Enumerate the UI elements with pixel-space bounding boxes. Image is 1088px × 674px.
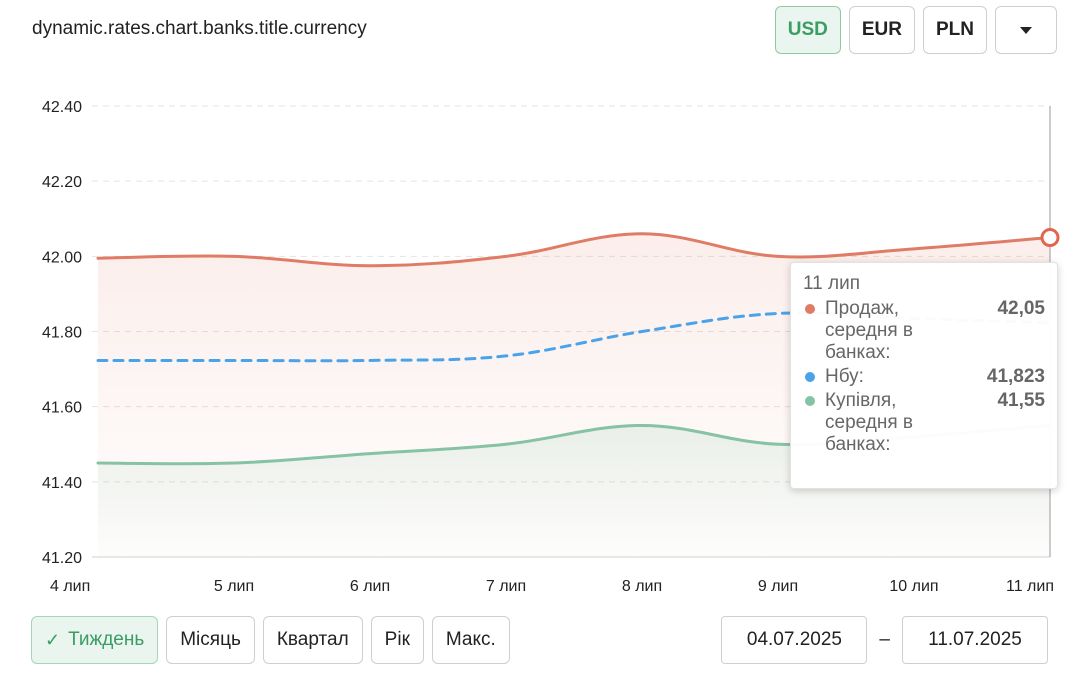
period-max-button[interactable]: Макс. — [431, 616, 510, 664]
tooltip-buy-label: Купівля, середня в банках: — [825, 390, 914, 455]
x-tick-label: 11 лип — [1006, 578, 1054, 595]
currency-selector: USD EUR PLN — [774, 6, 1057, 54]
tooltip-row-buy: Купівля, середня в банках: 41,55 — [803, 390, 1045, 456]
x-tick-label: 4 лип — [50, 578, 90, 595]
tooltip-sell-value: 42,05 — [997, 298, 1045, 319]
tooltip-sell-label: Продаж, середня в банках: — [825, 298, 914, 363]
buy-series-dot-icon — [805, 396, 815, 406]
currency-more-dropdown[interactable] — [995, 6, 1057, 54]
date-range-separator: – — [879, 629, 890, 650]
currency-pln-button[interactable]: PLN — [923, 6, 987, 54]
tooltip-date: 11 лип — [803, 273, 860, 294]
date-from-input[interactable] — [721, 616, 868, 664]
y-tick-label: 41.40 — [42, 475, 82, 492]
date-range: – — [721, 616, 1048, 664]
y-tick-label: 42.40 — [42, 99, 82, 116]
tooltip-nbu-label: Нбу: — [825, 366, 864, 387]
tooltip-row-sell: Продаж, середня в банках: 42,05 — [803, 298, 1045, 364]
period-month-button[interactable]: Місяць — [166, 616, 255, 664]
marker-layer — [97, 228, 1060, 464]
x-tick-label: 7 лип — [486, 578, 526, 595]
tooltip-row-nbu: Нбу: 41,823 — [803, 366, 1045, 388]
chart-tooltip: 11 лип Продаж, середня в банках: 42,05 Н… — [790, 262, 1058, 489]
y-tick-label: 41.80 — [42, 325, 82, 342]
sell-series-line — [96, 232, 1052, 268]
currency-usd-button[interactable]: USD — [774, 6, 841, 54]
period-quarter-button[interactable]: Квартал — [262, 616, 363, 664]
x-tick-label: 5 лип — [214, 578, 254, 595]
highlight-point-marker — [1040, 228, 1060, 248]
nbu-series-dot-icon — [805, 372, 815, 382]
y-tick-label: 41.60 — [42, 400, 82, 417]
x-tick-label: 6 лип — [350, 578, 390, 595]
tooltip-nbu-value: 41,823 — [986, 366, 1045, 387]
y-tick-label: 41.20 — [42, 550, 82, 567]
currency-eur-button[interactable]: EUR — [848, 6, 915, 54]
chart-title: dynamic.rates.chart.banks.title.currency — [32, 18, 367, 39]
check-icon: ✓ — [45, 629, 61, 650]
tooltip-buy-value: 41,55 — [997, 390, 1045, 411]
period-selector: ✓ Тиждень Місяць Квартал Рік Макс. — [31, 616, 510, 664]
x-tick-label: 8 лип — [622, 578, 662, 595]
y-tick-label: 42.00 — [42, 249, 82, 266]
x-tick-label: 9 лип — [758, 578, 798, 595]
chevron-down-icon — [1020, 26, 1032, 34]
x-tick-label: 10 лип — [889, 578, 938, 595]
y-tick-label: 42.20 — [42, 174, 82, 191]
sell-series-dot-icon — [805, 304, 815, 314]
period-year-button[interactable]: Рік — [370, 616, 424, 664]
label-layer: 41.20 41.40 41.60 41.80 42.00 42.20 42.40 4 лип… — [42, 99, 1054, 595]
period-week-button[interactable]: ✓ Тиждень — [31, 616, 159, 664]
period-week-label: Тиждень — [68, 629, 145, 650]
date-to-input[interactable] — [902, 616, 1048, 664]
